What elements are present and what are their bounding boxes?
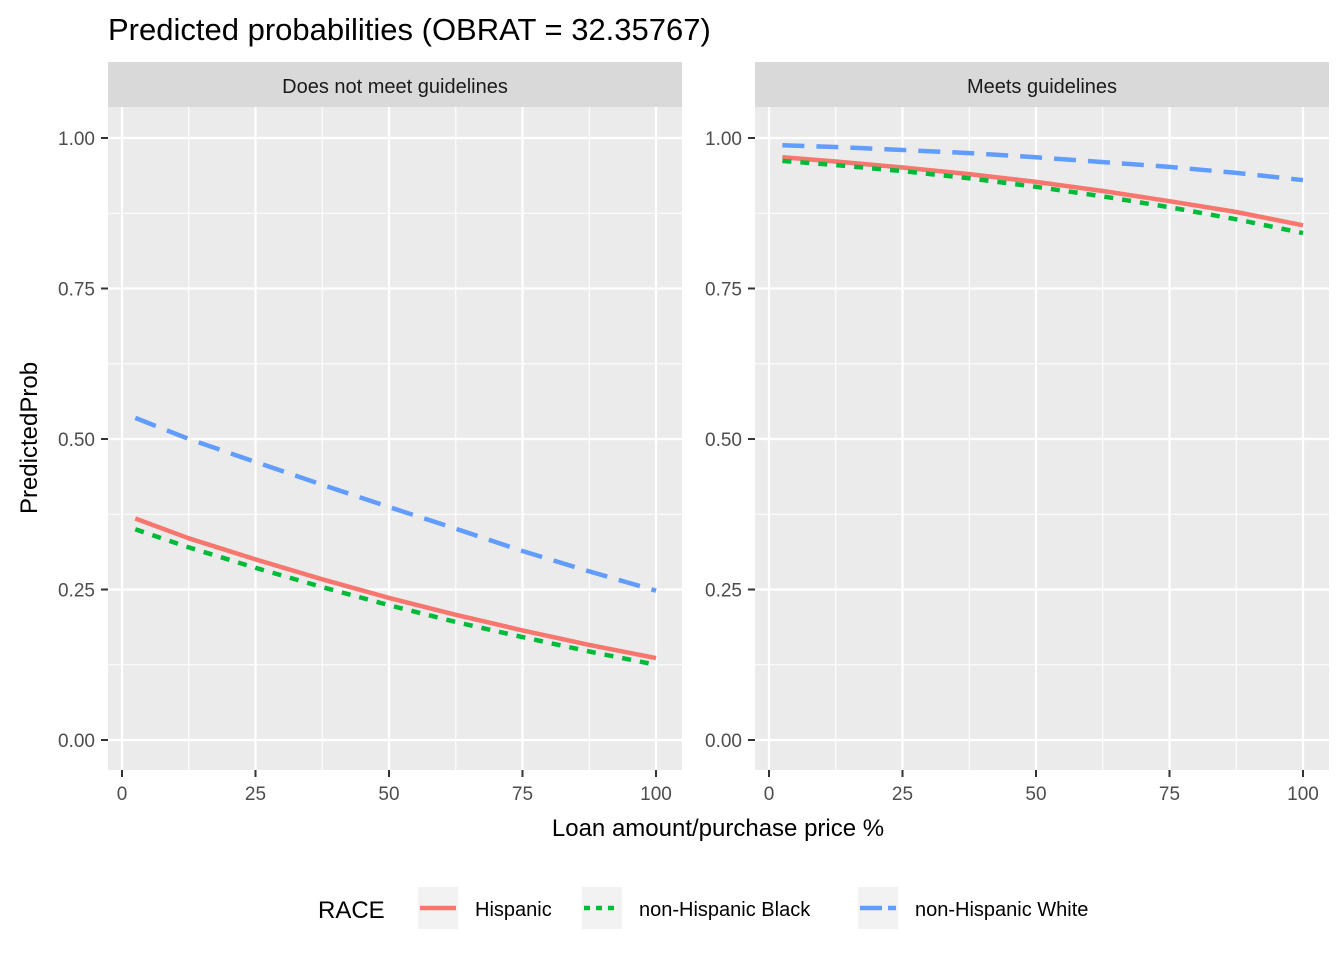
facet-label: Does not meet guidelines bbox=[282, 76, 508, 98]
y-tick-label: 0.75 bbox=[705, 280, 742, 301]
x-tick-label: 75 bbox=[512, 784, 533, 805]
legend-label: Hispanic bbox=[475, 899, 552, 921]
series-line bbox=[134, 527, 657, 668]
x-tick-label: 100 bbox=[1287, 784, 1319, 805]
y-tick-label: 0.00 bbox=[58, 731, 95, 752]
facet-strip bbox=[755, 62, 1329, 107]
panels: Does not meet guidelines 0.00 0.25 0.50 0.75… bbox=[58, 62, 1329, 805]
y-tick-label: 0.50 bbox=[58, 430, 95, 451]
facet-strip bbox=[108, 62, 682, 107]
x-axis-title: Loan amount/purchase price % bbox=[552, 815, 884, 842]
x-tick-label: 0 bbox=[117, 784, 128, 805]
x-tick-label: 0 bbox=[764, 784, 775, 805]
y-tick-label: 1.00 bbox=[58, 129, 95, 150]
y-tick-label: 0.25 bbox=[58, 581, 95, 602]
legend-label: non-Hispanic White bbox=[915, 899, 1088, 921]
y-tick-label: 0.50 bbox=[705, 430, 742, 451]
y-tick-label: 0.25 bbox=[705, 581, 742, 602]
series-line bbox=[134, 415, 657, 593]
x-tick-label: 100 bbox=[640, 784, 672, 805]
x-tick-label: 50 bbox=[378, 784, 399, 805]
x-tick-label: 75 bbox=[1159, 784, 1180, 805]
legend: RACE Hispanic non-Hispanic Black non-Hispan… bbox=[318, 887, 1088, 929]
series-line bbox=[782, 142, 1304, 183]
series-line bbox=[782, 158, 1304, 236]
chart-title: Predicted probabilities (OBRAT = 32.3576… bbox=[108, 12, 711, 47]
legend-label: non-Hispanic Black bbox=[639, 899, 811, 921]
legend-title: RACE bbox=[318, 897, 385, 924]
x-tick-label: 25 bbox=[892, 784, 913, 805]
facet-label: Meets guidelines bbox=[967, 76, 1117, 98]
y-tick-label: 1.00 bbox=[705, 129, 742, 150]
series-line bbox=[134, 516, 657, 661]
y-axis-title: PredictedProb bbox=[16, 362, 43, 514]
panel-1: Does not meet guidelines 0.00 0.25 0.50 0.75… bbox=[58, 62, 682, 805]
x-tick-label: 50 bbox=[1025, 784, 1046, 805]
x-tick-label: 25 bbox=[245, 784, 266, 805]
panel-2: Meets guidelines 0.00 0.25 0.50 0.75 1.00 0 25 5… bbox=[705, 62, 1329, 805]
series-line bbox=[782, 155, 1304, 228]
y-tick-label: 0.00 bbox=[705, 731, 742, 752]
y-tick-label: 0.75 bbox=[58, 280, 95, 301]
